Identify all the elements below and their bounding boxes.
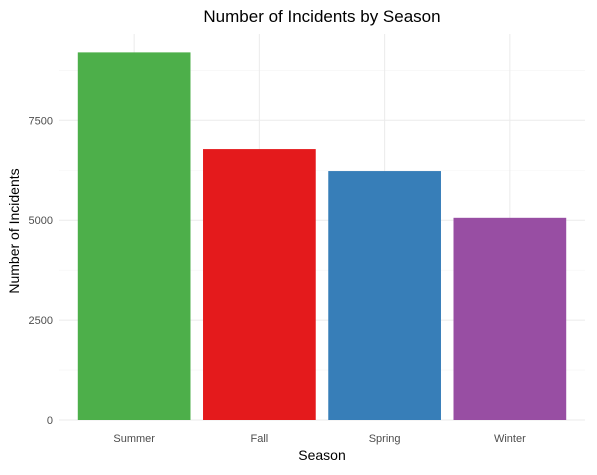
y-axis-title: Number of Incidents (6, 168, 22, 293)
y-tick-label: 5000 (29, 215, 53, 227)
x-tick-label: Spring (369, 433, 401, 445)
bar-spring (328, 171, 441, 420)
x-tick-label: Fall (251, 433, 269, 445)
y-tick-labels: 0 2500 5000 7500 (29, 115, 53, 427)
bar-summer (77, 52, 191, 420)
x-axis-title: Season (298, 447, 345, 463)
bars (77, 52, 567, 420)
chart-title: Number of Incidents by Season (203, 7, 440, 26)
x-tick-label: Winter (494, 433, 526, 445)
bar-winter (453, 217, 567, 420)
y-tick-label: 0 (47, 415, 53, 427)
y-tick-label: 7500 (29, 115, 53, 127)
bar-fall (203, 149, 316, 420)
y-tick-label: 2500 (29, 315, 53, 327)
x-tick-labels: Summer Fall Spring Winter (113, 433, 526, 445)
x-tick-label: Summer (113, 433, 155, 445)
